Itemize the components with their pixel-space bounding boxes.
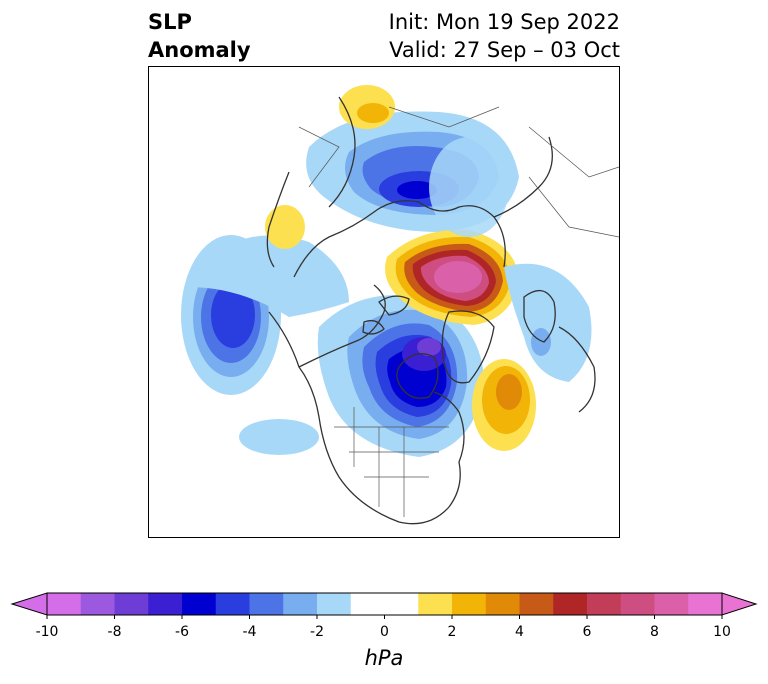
colorbar-tick-label: -6: [175, 624, 189, 640]
colorbar-segment: [587, 593, 622, 615]
colorbar-segment: [553, 593, 588, 615]
colorbar-tick-label: -4: [242, 624, 257, 640]
arctic-high: [385, 229, 519, 325]
colorbar-tick-label: 8: [650, 624, 659, 640]
colorbar-segment: [620, 593, 655, 615]
east-asia-high: [339, 85, 395, 129]
colorbar-segment: [47, 593, 82, 615]
political-borders: [298, 106, 619, 517]
eurasia-negative: [504, 263, 592, 382]
colorbar-segment: [317, 593, 352, 615]
colorbar: [10, 592, 758, 619]
colorbar-segment: [418, 593, 453, 615]
colorbar-tick-label: 10: [713, 624, 731, 640]
colorbar-extend-min: [10, 592, 48, 616]
north-atlantic-high: [472, 359, 536, 451]
colorbar-segment: [80, 593, 115, 615]
title-line-1: SLP: [148, 10, 192, 34]
west-coast-negative: [239, 419, 319, 455]
slp-anomaly-map: [148, 66, 620, 538]
central-asia-high: [265, 205, 305, 249]
coastlines: [266, 96, 596, 525]
colorbar-tick-label: -8: [107, 624, 122, 640]
colorbar-segment: [654, 593, 689, 615]
colorbar-segment: [249, 593, 284, 615]
colorbar-tick-label: 2: [447, 624, 457, 640]
colorbar-segment: [215, 593, 250, 615]
colorbar-segment: [688, 593, 723, 615]
title-line-2: Anomaly: [148, 38, 251, 62]
valid-period: Valid: 27 Sep – 03 Oct: [389, 38, 620, 62]
colorbar-segment: [182, 593, 217, 615]
init-date: Init: Mon 19 Sep 2022: [388, 10, 620, 34]
colorbar-segment: [283, 593, 318, 615]
map-title: SLP Anomaly: [148, 8, 251, 64]
colorbar-segment: [350, 593, 385, 615]
europe-negative-core: [531, 328, 551, 356]
colorbar-unit-label: hPa: [364, 646, 404, 670]
colorbar-tick-label: -10: [35, 624, 59, 640]
colorbar-segment: [114, 593, 149, 615]
colorbar-segment: [519, 593, 554, 615]
colorbar-tick-label: 6: [582, 624, 592, 640]
colorbar-tick-label: -2: [310, 624, 324, 640]
map-svg: [181, 85, 619, 525]
colorbar-tick-label: 4: [515, 624, 524, 640]
pacific-negative-band: [189, 235, 349, 317]
colorbar-segment: [485, 593, 520, 615]
run-info: Init: Mon 19 Sep 2022 Valid: 27 Sep – 03…: [389, 8, 620, 64]
colorbar-extend-max: [721, 592, 758, 616]
colorbar-tick-label: 0: [380, 624, 389, 640]
colorbar-segment: [148, 593, 183, 615]
colorbar-segment: [384, 593, 419, 615]
colorbar-segment: [452, 593, 487, 615]
